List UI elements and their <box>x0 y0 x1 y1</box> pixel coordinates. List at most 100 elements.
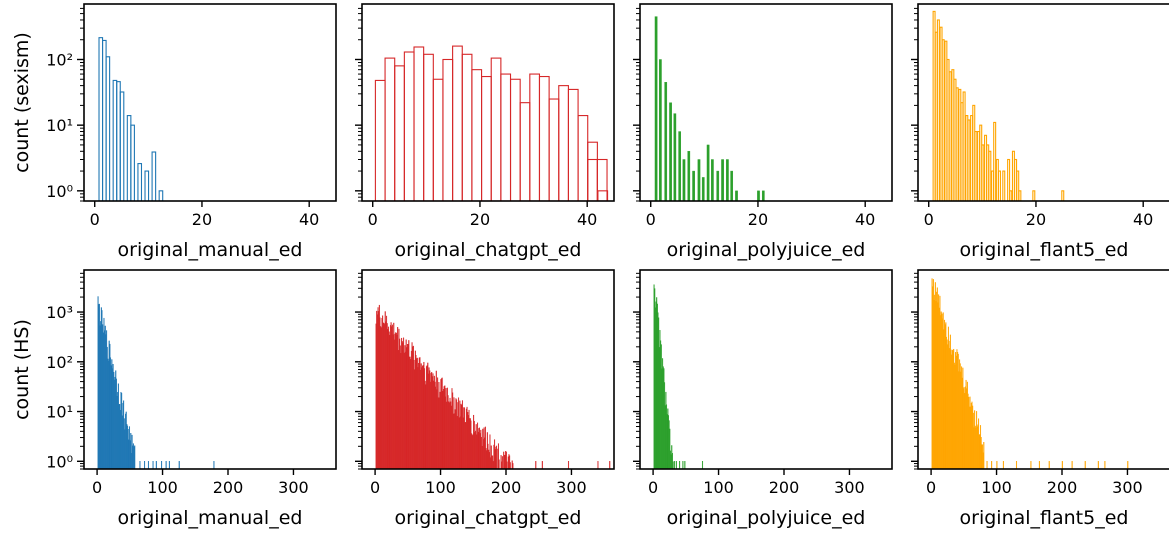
x-tick-label: 300 <box>834 478 865 497</box>
histogram-bar <box>1097 461 1099 469</box>
x-axis-label: original_manual_ed <box>118 507 303 529</box>
x-axis-label: original_flant5_ed <box>960 507 1129 529</box>
histogram-bar <box>529 73 541 201</box>
bar-group <box>98 37 164 201</box>
histogram-bar <box>1104 461 1106 469</box>
histogram-bar <box>165 461 167 469</box>
histogram-bar <box>558 85 569 201</box>
histogram-bar <box>654 16 658 201</box>
histogram-bar <box>726 159 729 201</box>
histogram-bar <box>144 461 146 469</box>
x-axis-label: original_chatgpt_ed <box>395 239 582 261</box>
axes-frame <box>83 3 337 202</box>
histogram-bar <box>673 461 675 469</box>
x-tick-label: 0 <box>924 210 934 229</box>
axes-frame <box>917 3 1169 202</box>
x-tick-label: 0 <box>926 478 936 497</box>
histogram-bar <box>535 461 537 469</box>
histogram-bar <box>1127 461 1129 469</box>
x-tick-label: 100 <box>425 478 456 497</box>
histogram-bar <box>596 158 608 201</box>
histogram-bar <box>567 461 570 469</box>
x-tick-label: 100 <box>703 478 734 497</box>
histogram-bar <box>509 78 521 201</box>
histogram-bar <box>147 461 149 469</box>
histogram-bar <box>991 461 993 469</box>
histogram-panel: 0 100 200 300 original_chatgpt_ed <box>355 269 615 529</box>
x-axis-label: original_manual_ed <box>118 239 303 261</box>
bar-group <box>653 284 704 469</box>
x-tick-label: 0 <box>646 210 656 229</box>
histogram-bar <box>541 461 543 469</box>
histogram-bar <box>761 190 765 201</box>
histogram-bar <box>139 461 141 469</box>
axes-frame <box>639 269 893 470</box>
x-axis-label: original_polyjuice_ed <box>667 507 866 529</box>
histogram-bar <box>1007 158 1011 201</box>
histogram-bar <box>509 462 511 469</box>
x-axis-label: original_polyjuice_ed <box>667 239 866 261</box>
histogram-bar <box>697 159 701 201</box>
bar-group <box>375 304 611 469</box>
x-tick-label: 200 <box>1047 478 1078 497</box>
histogram-panel: 0 20 40 10⁰ 10¹ 10² original_manual_ed count (s… <box>11 3 337 261</box>
histogram-bar <box>936 19 940 201</box>
histogram-bar <box>519 102 531 201</box>
histogram-panel: 0 100 200 300 original_polyjuice_ed <box>633 269 893 529</box>
histogram-bar <box>452 45 463 201</box>
histogram-bar <box>506 461 508 469</box>
histogram-bar <box>672 461 674 469</box>
histogram-bar <box>687 151 691 201</box>
histogram-bar <box>137 163 143 201</box>
axes-frame <box>361 3 615 202</box>
x-tick-label: 0 <box>92 478 102 497</box>
histogram-bar <box>981 144 985 201</box>
histogram-bar <box>1018 190 1022 201</box>
histogram-bar <box>119 91 125 201</box>
histogram-bar <box>609 461 611 469</box>
x-tick-label: 40 <box>577 210 597 229</box>
histogram-bar <box>1002 170 1006 201</box>
histogram-bar <box>155 461 157 469</box>
histogram-bar <box>993 121 997 201</box>
histogram-bar <box>597 190 609 201</box>
histogram-bar <box>757 190 760 201</box>
x-tick-label: 100 <box>147 478 178 497</box>
histogram-bar <box>948 71 952 201</box>
bar-group <box>932 10 1065 201</box>
histogram-bar <box>1032 190 1036 201</box>
y-tick-label: 10³ <box>46 303 73 322</box>
histogram-bar <box>134 445 136 469</box>
histogram-bar <box>498 459 500 469</box>
histogram-bar <box>1038 461 1040 469</box>
histogram-bar <box>1009 190 1013 201</box>
histogram-bar <box>394 65 405 201</box>
histogram-bar <box>675 461 677 469</box>
x-tick-label: 200 <box>491 478 522 497</box>
histogram-bar <box>152 461 154 469</box>
bar-group <box>654 16 765 201</box>
x-tick-label: 0 <box>368 210 378 229</box>
histogram-bar <box>682 159 686 201</box>
x-tick-label: 20 <box>192 210 212 229</box>
histogram-bar <box>130 124 135 201</box>
histogram-bar <box>664 82 668 201</box>
histogram-bar <box>567 88 579 201</box>
histogram-bar <box>461 53 473 201</box>
histogram-bar <box>501 456 503 469</box>
bar-group <box>931 278 1129 469</box>
histogram-bar <box>161 461 163 469</box>
histogram-bar <box>706 144 710 201</box>
histogram-bar <box>962 91 966 201</box>
histogram-bar <box>512 463 514 469</box>
y-tick-label: 10² <box>46 353 73 372</box>
histogram-bar <box>986 461 988 469</box>
x-tick-label: 300 <box>1112 478 1143 497</box>
histogram-bar <box>996 461 998 469</box>
y-tick-label: 10² <box>46 50 73 69</box>
histogram-bar <box>669 102 672 201</box>
histogram-bar <box>673 113 677 201</box>
x-tick-label: 300 <box>556 478 587 497</box>
histogram-bar <box>413 46 425 201</box>
